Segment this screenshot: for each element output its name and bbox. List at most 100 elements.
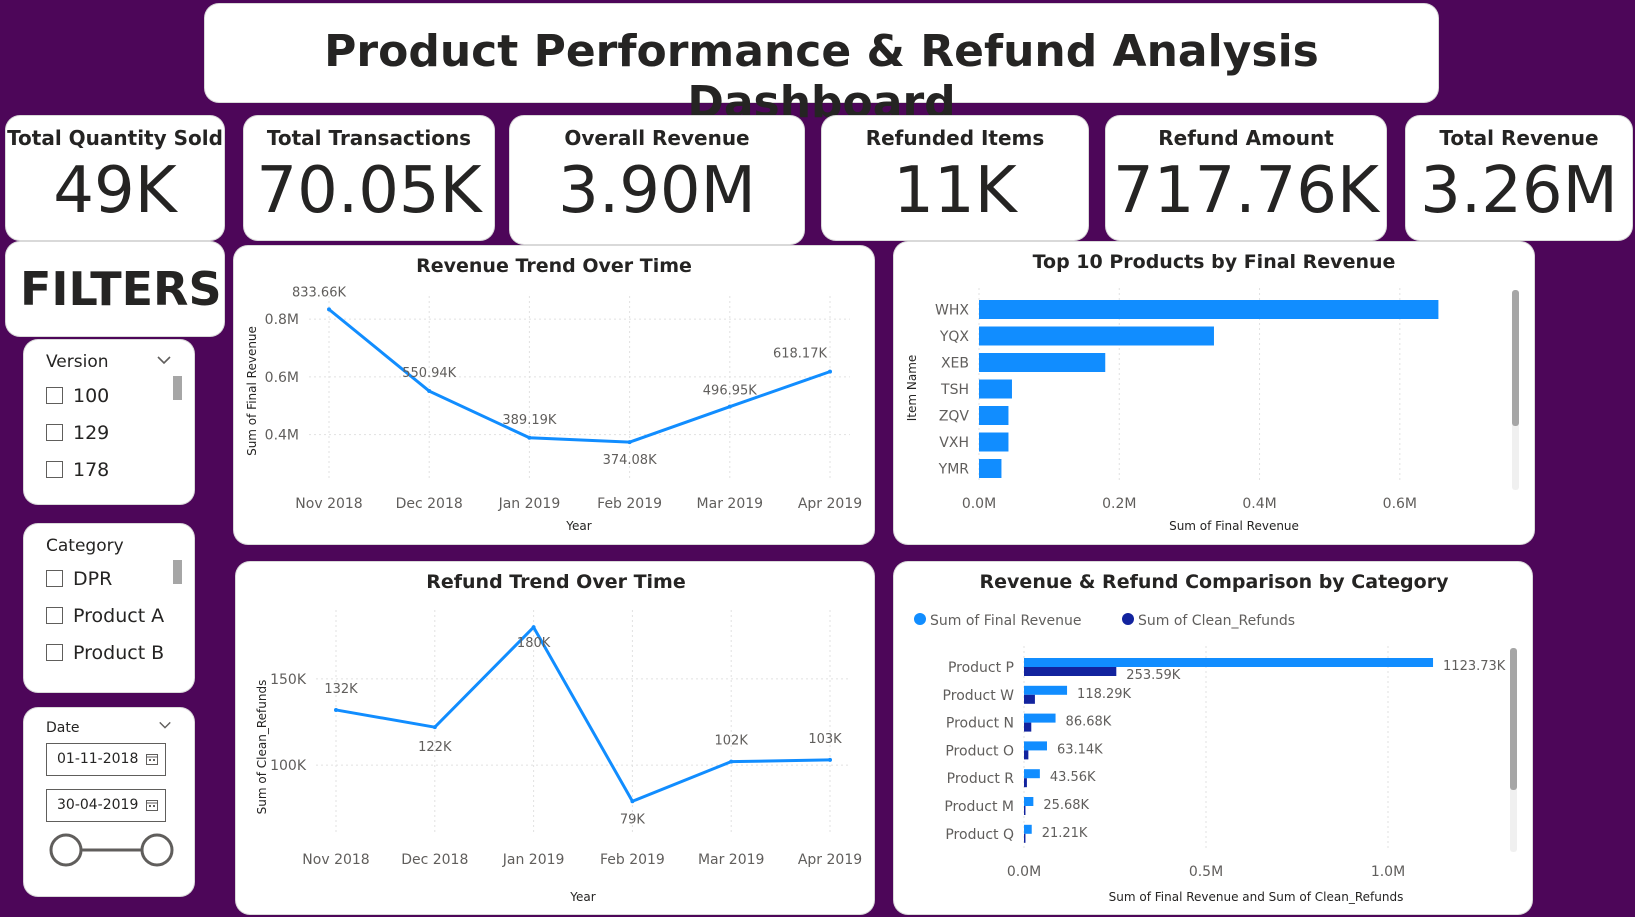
version-slicer-header[interactable]: Version [46,352,109,372]
bar[interactable] [1024,769,1040,779]
data-label: 180K [517,636,551,651]
x-tick-label: 0.0M [962,496,996,512]
revenue-trend-chart[interactable]: Revenue Trend Over Time 0.4M 0.6M 0.8M Nov 2… [234,246,874,544]
legend-label[interactable]: Sum of Final Revenue [930,613,1081,629]
date-slicer-header[interactable]: Date [46,720,80,736]
kpi-total-revenue: Total Revenue 3.26M [1406,116,1632,240]
bar[interactable] [979,326,1214,346]
bar[interactable] [979,300,1439,319]
data-point[interactable] [427,389,432,394]
data-point[interactable] [334,707,338,712]
category-option-product-b[interactable]: Product B [46,642,164,668]
bar[interactable] [1024,722,1032,732]
data-point[interactable] [627,440,632,445]
y-axis-title: Sum of Clean_Refunds [255,680,269,815]
calendar-icon[interactable] [146,753,158,765]
bar[interactable] [1024,685,1068,695]
kpi-label: Refunded Items [865,126,1045,150]
checkbox[interactable] [46,424,63,441]
refund-trend-chart[interactable]: Refund Trend Over Time 100K 150K Nov 2018 De… [236,562,874,914]
y-tick-label: Product N [946,716,1014,732]
bar[interactable] [979,432,1009,452]
kpi-refunded-items: Refunded Items 11K [822,116,1088,240]
date-range-slider[interactable] [44,830,179,870]
scrollbar-thumb[interactable] [1512,290,1519,426]
slider-end-handle[interactable] [140,833,174,867]
x-tick-label: Feb 2019 [597,496,662,512]
x-tick-label: Jan 2019 [498,496,561,512]
category-option-dpr[interactable]: DPR [46,568,112,594]
x-tick-label: 0.4M [1242,496,1276,512]
checkbox[interactable] [46,387,63,404]
legend-label[interactable]: Sum of Clean_Refunds [1138,613,1295,629]
bar[interactable] [979,353,1106,372]
data-label: 43.56K [1050,770,1096,785]
bar[interactable] [1024,741,1047,751]
x-tick-label: Apr 2019 [798,496,862,512]
kpi-value: 3.26M [1420,154,1618,228]
legend-marker[interactable] [1122,613,1134,625]
data-point[interactable] [828,757,832,762]
bar[interactable] [1024,797,1034,806]
data-point[interactable] [327,307,331,312]
bar[interactable] [1024,750,1029,760]
checkbox[interactable] [46,607,63,624]
bar[interactable] [979,379,1012,399]
version-option-100[interactable]: 100 [46,385,109,411]
slider-start-handle[interactable] [49,833,83,867]
data-label: 25.68K [1043,798,1089,813]
chevron-down-icon[interactable] [156,352,172,368]
chevron-down-icon[interactable] [158,718,172,732]
y-tick-label: Product R [947,771,1015,787]
page-title: Product Performance & Refund Analysis Da… [324,26,1319,128]
version-option-129[interactable]: 129 [46,422,109,448]
x-tick-label: Apr 2019 [798,852,862,868]
checkbox[interactable] [46,644,63,661]
x-tick-label: Mar 2019 [697,496,764,512]
bar[interactable] [1024,667,1117,676]
bar[interactable] [1024,824,1032,834]
category-slicer: Category DPR Product A Product B [24,524,194,692]
data-point[interactable] [531,625,536,630]
data-point[interactable] [527,435,532,440]
checkbox[interactable] [46,570,63,587]
data-point[interactable] [729,759,734,764]
bar[interactable] [979,459,1002,478]
bar[interactable] [1024,694,1035,704]
category-scrollbar[interactable] [173,560,182,584]
data-point[interactable] [432,725,437,730]
category-slicer-header[interactable]: Category [46,536,124,556]
calendar-icon[interactable] [146,799,158,811]
version-option-178[interactable]: 178 [46,459,109,485]
version-scrollbar[interactable] [173,376,182,400]
data-label: 132K [324,682,358,697]
bar[interactable] [1024,658,1434,667]
kpi-value: 11K [893,154,1017,228]
bar[interactable] [1024,833,1026,843]
y-axis-title: Sum of Final Revenue [245,326,259,456]
series-line [335,624,831,804]
bar[interactable] [1024,806,1026,815]
kpi-value: 3.90M [558,154,756,228]
category-compare-chart[interactable]: Revenue & Refund Comparison by Category S… [894,562,1532,914]
data-label: 21.21K [1042,826,1088,841]
bar[interactable] [979,406,1009,425]
scrollbar-thumb[interactable] [1510,648,1517,790]
y-tick-label: XEB [941,356,969,372]
data-point[interactable] [630,799,635,804]
bar[interactable] [1024,778,1027,788]
data-point[interactable] [828,369,832,374]
start-date-input[interactable]: 01-11-2018 [46,743,166,776]
data-point[interactable] [727,404,732,409]
filters-title: FILTERS [20,262,222,316]
kpi-total-transactions: Total Transactions 70.05K [244,116,494,240]
category-option-product-a[interactable]: Product A [46,605,164,631]
checkbox[interactable] [46,461,63,478]
top-products-chart[interactable]: Top 10 Products by Final Revenue 0.0M 0.2M… [894,242,1534,544]
end-date-input[interactable]: 30-04-2019 [46,789,166,822]
series-line [328,308,831,444]
bar[interactable] [1024,713,1056,723]
kpi-label: Total Transactions [266,126,472,150]
legend-marker[interactable] [914,613,926,625]
y-tick-label: VXH [939,435,969,451]
